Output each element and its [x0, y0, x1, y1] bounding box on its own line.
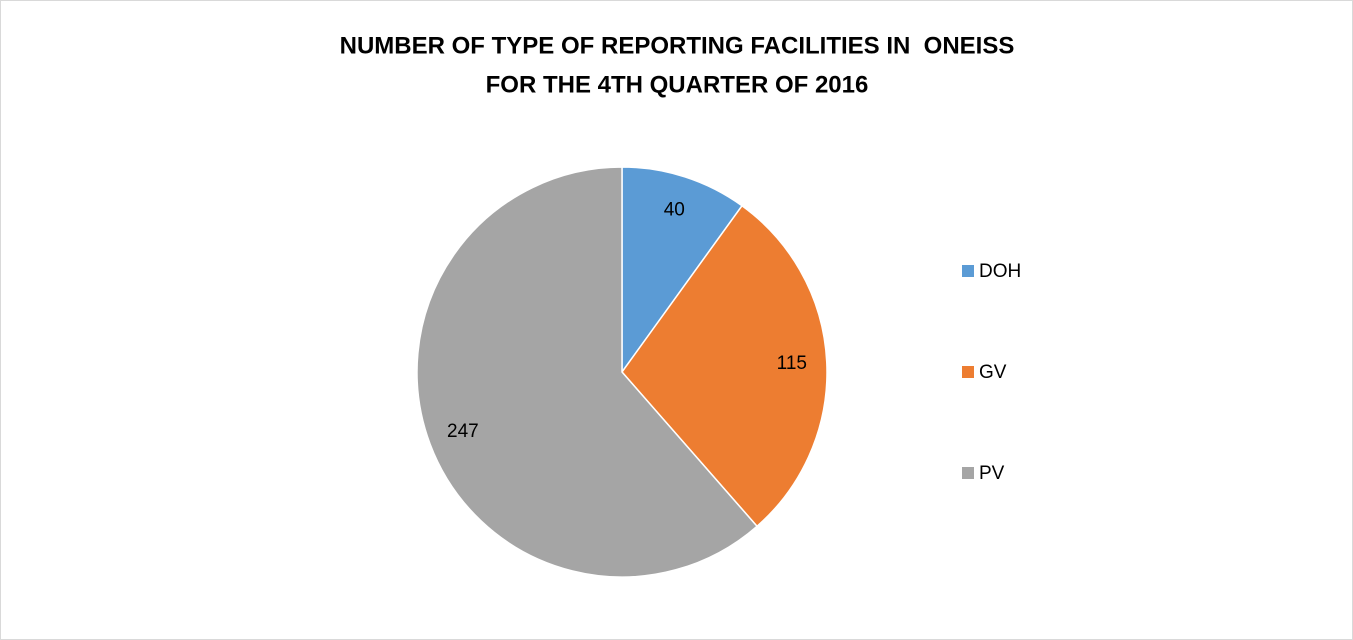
legend-label: PV: [979, 463, 1005, 484]
legend-label: DOH: [979, 261, 1021, 282]
legend-label: GV: [979, 362, 1007, 383]
chart-title: NUMBER OF TYPE OF REPORTING FACILITIES I…: [340, 32, 1015, 59]
pie-slice: [621, 166, 744, 375]
legend-swatch: [962, 366, 974, 378]
data-label: 247: [447, 421, 479, 442]
pie-slice: [621, 204, 828, 528]
chart-title: FOR THE 4TH QUARTER OF 2016: [486, 71, 869, 98]
data-label: 40: [664, 199, 685, 220]
pie-slice: [416, 166, 759, 578]
legend-swatch: [962, 467, 974, 479]
data-label: 115: [777, 353, 807, 374]
legend-swatch: [962, 265, 974, 277]
